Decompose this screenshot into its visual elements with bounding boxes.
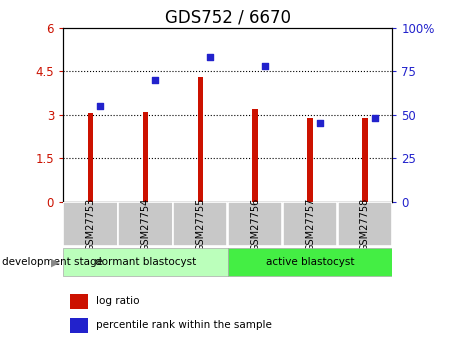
FancyBboxPatch shape — [228, 202, 282, 246]
Bar — [198, 77, 203, 202]
Bar — [70, 318, 88, 333]
Bar — [70, 294, 88, 309]
Point — [97, 103, 104, 109]
Bar — [88, 113, 93, 202]
FancyBboxPatch shape — [118, 202, 173, 246]
Text: GSM27753: GSM27753 — [86, 198, 96, 251]
Text: dormant blastocyst: dormant blastocyst — [95, 257, 196, 267]
Title: GDS752 / 6670: GDS752 / 6670 — [165, 8, 291, 26]
Text: log ratio: log ratio — [96, 296, 139, 306]
FancyBboxPatch shape — [64, 202, 118, 246]
Bar — [253, 109, 258, 202]
Point — [262, 63, 269, 69]
Point — [207, 55, 214, 60]
Text: GSM27757: GSM27757 — [305, 198, 315, 251]
FancyBboxPatch shape — [173, 202, 227, 246]
Point — [316, 121, 323, 126]
Bar — [362, 118, 368, 202]
Bar — [143, 112, 148, 202]
Text: active blastocyst: active blastocyst — [266, 257, 354, 267]
Text: GSM27754: GSM27754 — [140, 198, 151, 251]
Text: GSM27758: GSM27758 — [360, 198, 370, 251]
Text: GSM27756: GSM27756 — [250, 198, 260, 251]
FancyBboxPatch shape — [63, 248, 228, 276]
Point — [371, 116, 378, 121]
Text: percentile rank within the sample: percentile rank within the sample — [96, 320, 272, 330]
FancyBboxPatch shape — [228, 248, 392, 276]
Text: GSM27755: GSM27755 — [195, 198, 205, 251]
Text: development stage: development stage — [2, 257, 103, 267]
Point — [152, 77, 159, 83]
FancyBboxPatch shape — [338, 202, 392, 246]
FancyBboxPatch shape — [283, 202, 337, 246]
Text: ▶: ▶ — [51, 257, 59, 267]
Bar — [307, 118, 313, 202]
